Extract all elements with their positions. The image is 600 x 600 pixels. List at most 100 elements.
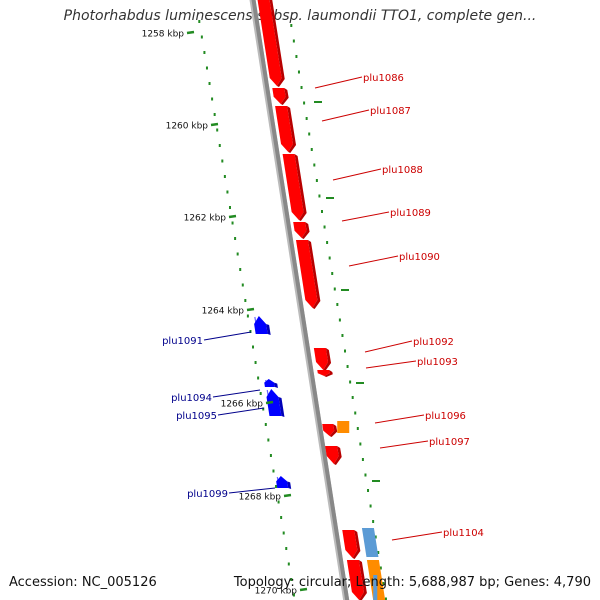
gene-highlight <box>276 476 279 483</box>
gene-body <box>275 106 294 152</box>
gene-shadow <box>329 424 338 437</box>
scale-dot <box>315 179 318 182</box>
gene-body <box>282 154 304 220</box>
accession-text: Accession: NC_005126 <box>9 575 157 590</box>
scale-dot <box>333 287 336 291</box>
gene-label-plu1094: plu1094 <box>171 393 212 404</box>
gene-plu1089 <box>282 154 307 221</box>
gene-highlight <box>276 106 284 145</box>
gene-shadow <box>280 88 289 105</box>
gene-highlight <box>254 316 258 327</box>
scale-dot <box>269 454 272 457</box>
gene-highlight <box>283 154 295 213</box>
leader-line <box>332 168 382 181</box>
scale-dot <box>364 473 367 477</box>
kbp-ticks: 1258 kbp 1260 kbp 1262 kbp 1264 kbp 1266 kbp… <box>142 30 308 597</box>
gene-highlight <box>266 389 271 409</box>
gene-label-plu1091: plu1091 <box>162 336 203 347</box>
gene-body <box>342 530 358 558</box>
gene-label-plu1104: plu1104 <box>443 528 484 539</box>
gene-shadow <box>323 348 332 371</box>
leader-line <box>203 331 252 341</box>
kbp-tick-label: 1260 kbp <box>166 122 209 132</box>
gene-shadow <box>287 106 297 153</box>
scale-dot <box>372 520 375 523</box>
scale-dot <box>264 423 267 426</box>
scale-dot <box>198 20 201 23</box>
scale-dot <box>228 206 231 209</box>
scale-dot <box>200 35 203 39</box>
left-scale-track <box>198 20 295 597</box>
scale-dot <box>351 396 354 399</box>
scale-dot <box>344 349 347 353</box>
gene-body <box>296 240 318 308</box>
gene-label-plu1087: plu1087 <box>370 106 411 117</box>
gene-shadow <box>358 560 367 600</box>
gene-highlight <box>294 222 298 231</box>
scale-dot <box>320 210 323 213</box>
scale-dot <box>254 361 257 364</box>
scale-dot <box>374 535 377 539</box>
gene-label-plu1086: plu1086 <box>363 73 404 84</box>
label-leader-lines <box>203 76 443 541</box>
gene-highlight <box>323 424 326 431</box>
gene-plu1090 <box>296 240 321 309</box>
gene-shadow <box>266 324 271 335</box>
gene-body <box>346 560 364 600</box>
gene-shadow <box>278 397 285 417</box>
scale-dot <box>205 66 208 70</box>
gene-body <box>272 88 286 104</box>
gene-highlight <box>318 370 321 374</box>
gene-plu1095 <box>266 389 285 417</box>
scale-dot <box>326 241 329 244</box>
scale-dot <box>282 531 285 535</box>
gene-label-plu1088: plu1088 <box>382 165 423 176</box>
scale-dot <box>356 427 359 430</box>
scale-dot <box>361 458 364 461</box>
scale-dot <box>241 283 244 287</box>
gene-body <box>254 316 268 334</box>
map-title: Photorhabdus luminescens subsp. laumondi… <box>63 8 537 24</box>
scale-dot <box>300 86 303 89</box>
leader-line <box>379 440 429 449</box>
scale-dot <box>259 392 262 395</box>
scale-dot <box>377 551 380 554</box>
scale-dot <box>231 221 234 225</box>
kbp-tick-mark <box>186 30 195 35</box>
scale-dot <box>277 500 280 504</box>
topology-text: Topology: circular; Length: 5,688,987 bp… <box>233 575 591 590</box>
kbp-tick-mark <box>246 307 255 312</box>
kbp-tick-mark <box>299 587 308 592</box>
scale-dot <box>272 469 275 473</box>
scale-dot <box>285 547 288 550</box>
gene-body <box>322 424 335 436</box>
scale-dot <box>349 380 352 384</box>
scale-dot <box>223 175 226 178</box>
scale-dot <box>341 334 344 337</box>
scale-dot <box>287 562 290 566</box>
scale-dot <box>369 504 372 508</box>
kbp-tick-mark <box>228 214 237 219</box>
feature-lightblue <box>361 528 379 557</box>
gene-shadow <box>287 481 292 489</box>
gene-highlight <box>273 88 277 97</box>
gene-plu1093 <box>317 370 333 377</box>
scale-dot <box>275 485 278 488</box>
right-scale-track <box>290 24 387 600</box>
gene-label-plu1099: plu1099 <box>187 489 228 500</box>
gene-plu1104 <box>342 530 361 559</box>
scale-dot <box>249 330 252 333</box>
gene-shadow <box>324 370 333 377</box>
gene-body <box>313 348 329 370</box>
gene-plu1092 <box>313 348 332 371</box>
gene-label-plu1093: plu1093 <box>417 357 458 368</box>
scale-dot <box>221 159 224 163</box>
gene-highlight <box>297 240 308 301</box>
scale-dot <box>295 55 298 58</box>
scale-dot <box>379 566 382 570</box>
scale-dot <box>218 144 221 147</box>
scale-dot <box>305 117 308 120</box>
gene-body <box>266 389 282 416</box>
leader-line <box>341 211 390 222</box>
